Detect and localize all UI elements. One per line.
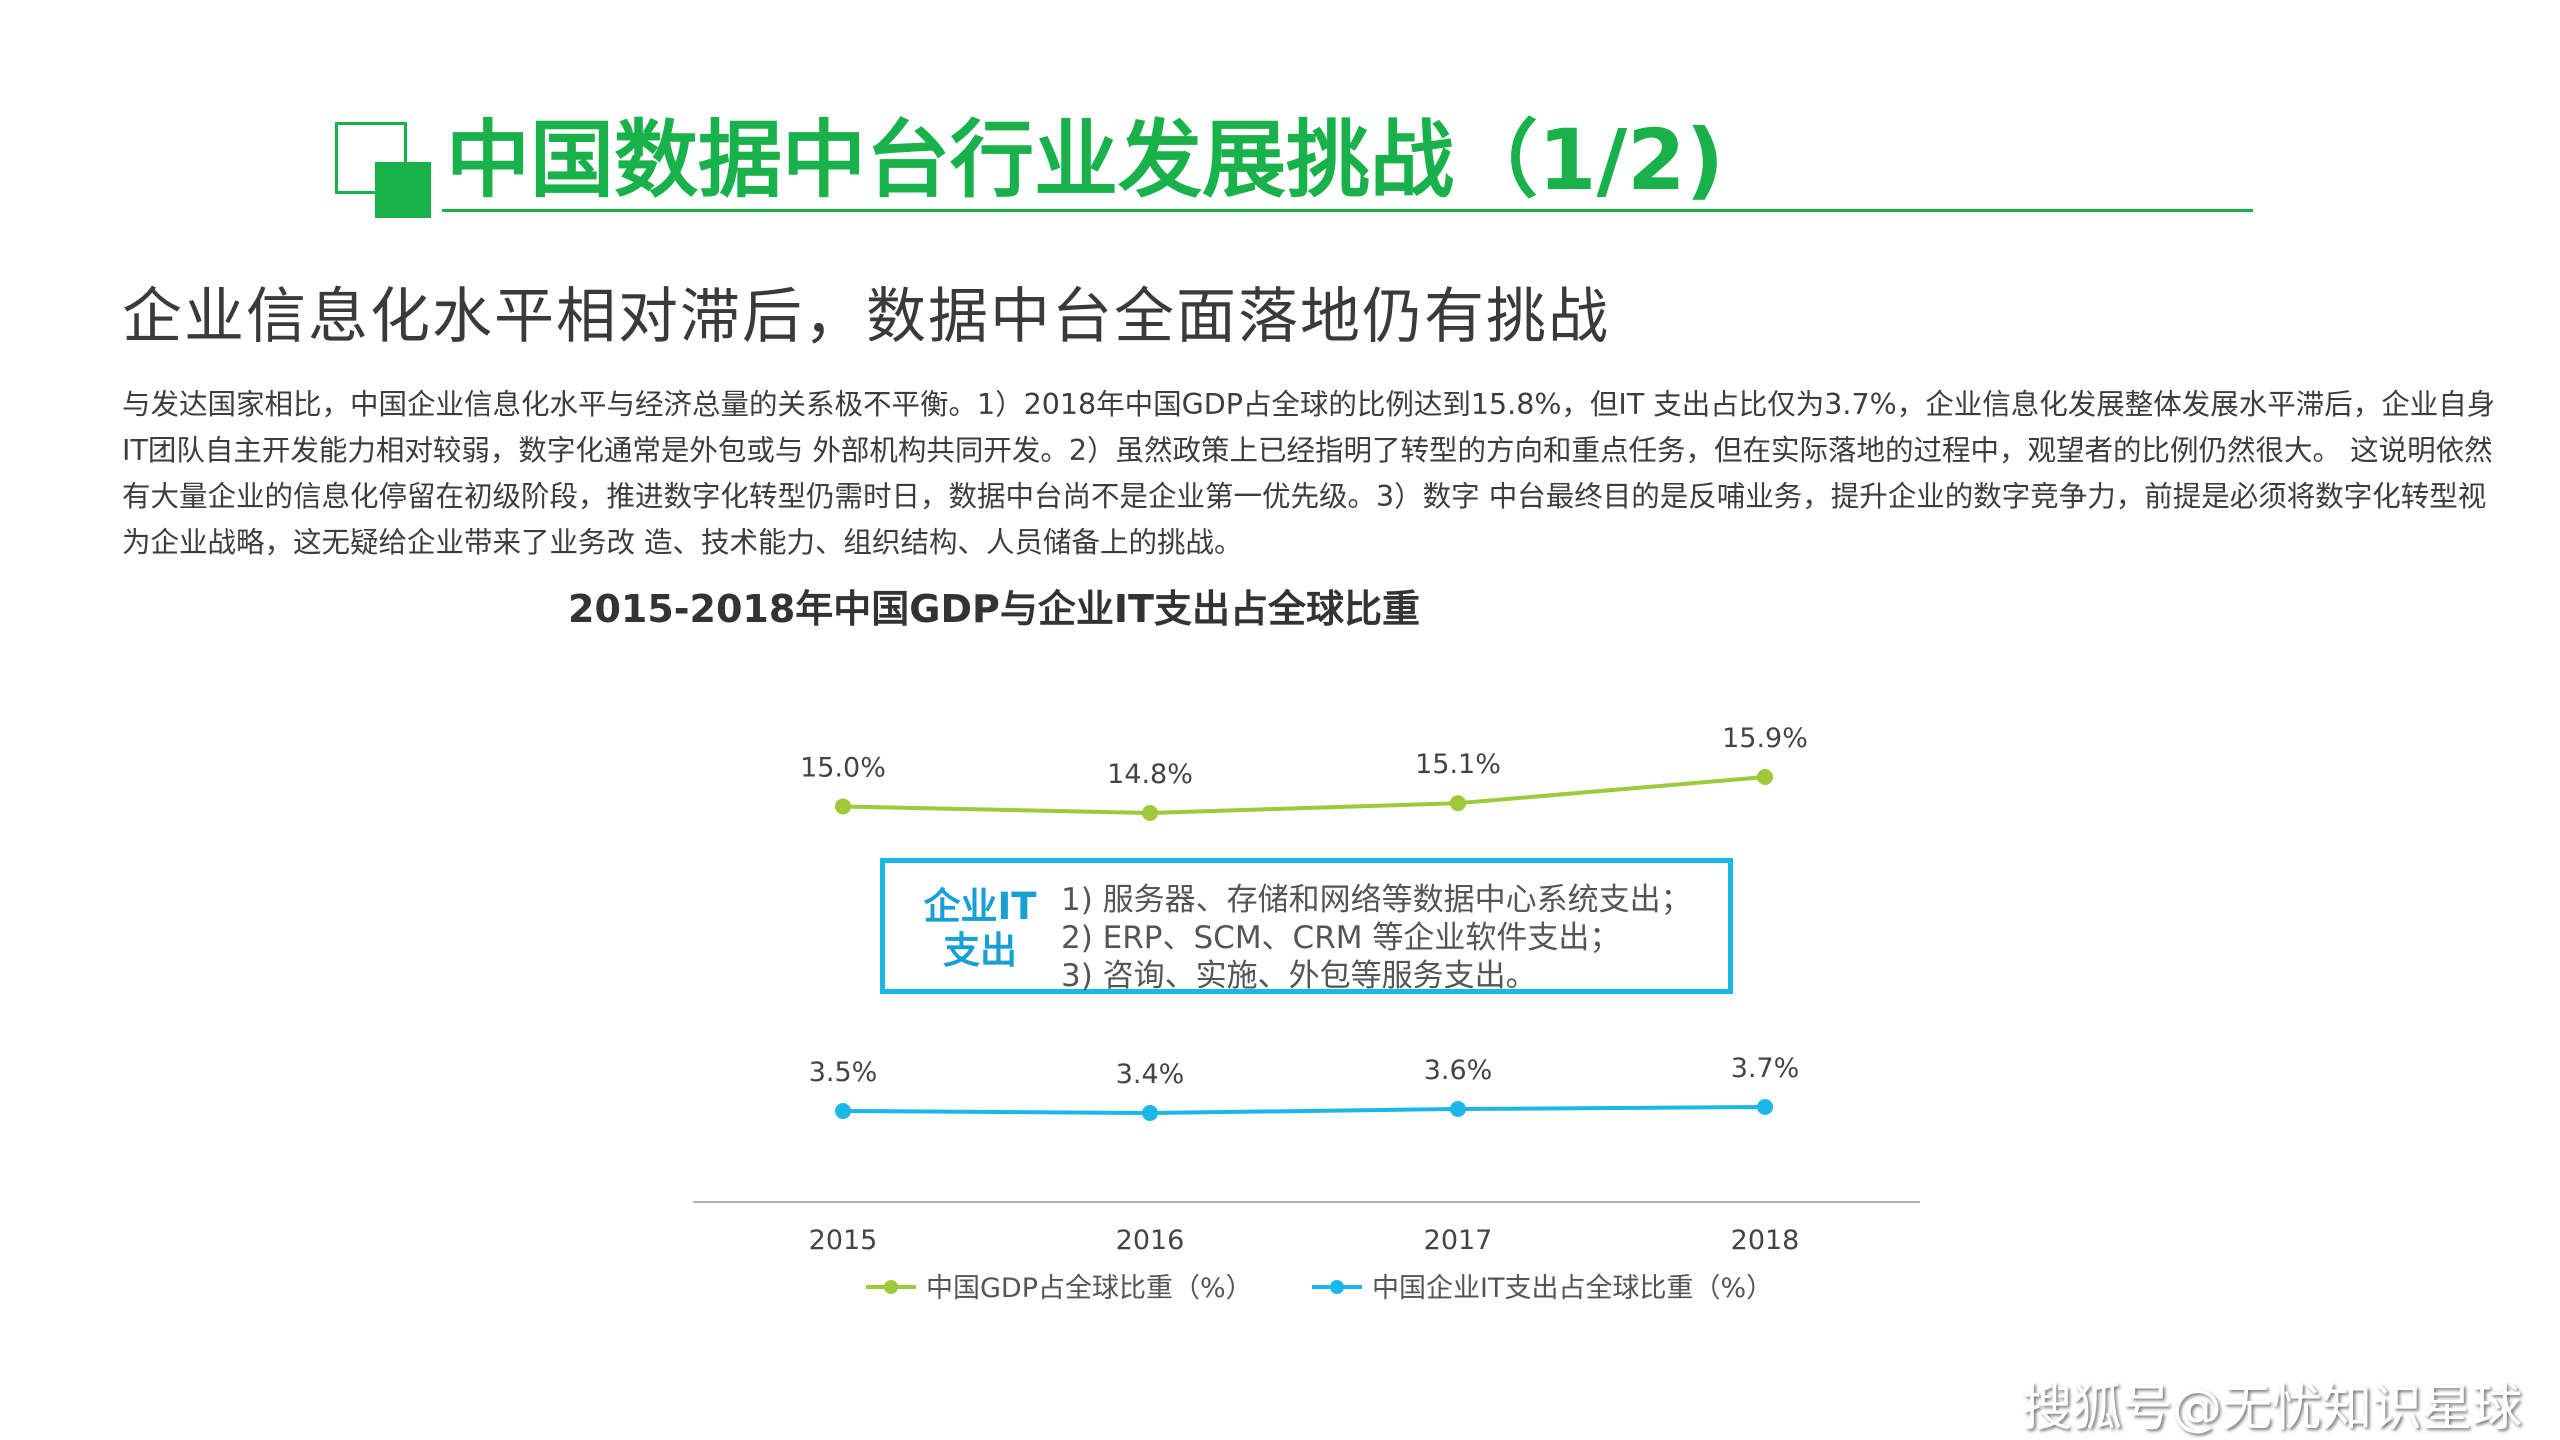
data-label: 3.7% [1731, 1053, 1800, 1084]
data-label: 15.1% [1415, 749, 1501, 780]
legend-label: 中国GDP占全球比重（%） [926, 1273, 1253, 1304]
logo-filled-square [375, 162, 431, 218]
it-box-title: 企业IT支出 [923, 885, 1037, 972]
logo-mark [335, 122, 435, 222]
page-subtitle: 企业信息化水平相对滞后，数据中台全面落地仍有挑战 [122, 282, 1610, 352]
data-label: 3.5% [809, 1057, 878, 1088]
it-box-lines: 1) 服务器、存储和网络等数据中心系统支出； 2) ERP、SCM、CRM 等企… [1061, 881, 1692, 995]
title-underline [442, 209, 2253, 212]
data-label: 15.0% [800, 752, 886, 783]
x-tick-label: 2016 [1116, 1225, 1185, 1256]
watermark: 搜狐号@无忧知识星球 [2022, 1379, 2522, 1437]
data-label: 15.9% [1722, 723, 1808, 754]
data-point [1142, 1105, 1158, 1121]
data-label: 3.6% [1424, 1055, 1493, 1086]
data-point [1142, 805, 1158, 821]
it-box-line: 2) ERP、SCM、CRM 等企业软件支出； [1061, 920, 1621, 956]
data-point [1450, 795, 1466, 812]
x-tick-label: 2017 [1424, 1225, 1493, 1256]
legend-swatch-marker [884, 1280, 898, 1294]
page-title: 中国数据中台行业发展挑战（1/2) [446, 111, 1724, 209]
legend-label: 中国企业IT支出占全球比重（%） [1372, 1273, 1773, 1304]
x-tick-label: 2018 [1731, 1225, 1800, 1256]
it-spending-box: 企业IT支出 1) 服务器、存储和网络等数据中心系统支出； 2) ERP、SCM… [880, 858, 1733, 994]
legend-swatch-marker [1330, 1280, 1344, 1294]
data-point [1757, 1099, 1773, 1115]
data-label: 3.4% [1116, 1059, 1185, 1090]
x-tick-label: 2015 [809, 1225, 878, 1256]
chart-title: 2015-2018年中国GDP与企业IT支出占全球比重 [568, 587, 1420, 631]
data-point [835, 1103, 851, 1119]
data-point [835, 798, 851, 815]
logo-outline-square [335, 122, 407, 194]
intro-paragraph: 与发达国家相比，中国企业信息化水平与经济总量的关系极不平衡。1）2018年中国G… [122, 388, 2496, 559]
data-point [1757, 769, 1773, 786]
it-box-line: 3) 咨询、实施、外包等服务支出。 [1061, 958, 1537, 994]
series-line-2 [842, 1105, 1766, 1116]
it-box-line: 1) 服务器、存储和网络等数据中心系统支出； [1061, 882, 1692, 918]
data-label: 14.8% [1107, 759, 1193, 790]
data-point [1450, 1101, 1466, 1117]
series-line-1 [842, 775, 1766, 816]
